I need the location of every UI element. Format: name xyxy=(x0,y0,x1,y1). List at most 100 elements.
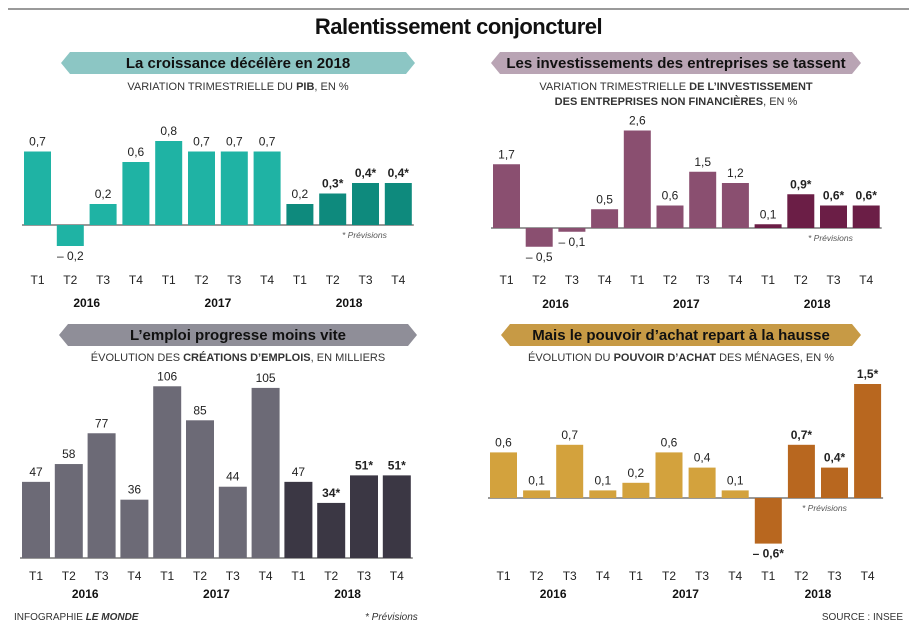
tick-label: T4 xyxy=(859,273,873,287)
data-label: – 0,6* xyxy=(753,547,785,561)
chart-panel-3: L’emploi progresse moins vite ÉVOLUTION D… xyxy=(20,324,417,601)
bar xyxy=(820,205,847,228)
year-label: 2017 xyxy=(205,296,232,310)
bar xyxy=(284,481,313,558)
bar xyxy=(87,433,116,558)
data-label: 0,6 xyxy=(661,435,678,449)
tick-label: T1 xyxy=(291,569,305,583)
data-label: 0,7 xyxy=(226,135,243,149)
subtitle-part: VARIATION TRIMESTRIELLE DU xyxy=(127,81,296,93)
bar xyxy=(54,464,83,558)
tick-label: T4 xyxy=(861,569,875,583)
data-label: 0,5 xyxy=(596,192,613,206)
chart-panel-4: Mais le pouvoir d’achat repart à la haus… xyxy=(488,324,884,601)
tick-label: T1 xyxy=(499,273,513,287)
tick-label: T1 xyxy=(160,569,174,583)
tick-label: T1 xyxy=(30,273,44,287)
bar xyxy=(220,151,248,225)
bar xyxy=(24,151,51,225)
tick-label: T1 xyxy=(761,569,775,583)
tick-label: T1 xyxy=(761,273,775,287)
data-label: 34* xyxy=(322,486,340,500)
data-label: 106 xyxy=(157,369,177,383)
bar xyxy=(523,490,551,498)
forecast-note: * Prévisions xyxy=(802,503,848,513)
tick-label: T4 xyxy=(390,569,404,583)
bar xyxy=(186,420,214,558)
page-title: Ralentissement conjoncturel xyxy=(314,14,603,39)
bar xyxy=(787,194,815,228)
data-label: – 0,2 xyxy=(57,249,84,263)
year-label: 2016 xyxy=(540,587,567,601)
data-label: 0,9* xyxy=(790,177,812,191)
top-rule xyxy=(8,8,909,10)
data-label: 0,3* xyxy=(322,177,344,191)
tick-label: T2 xyxy=(530,569,544,583)
bar xyxy=(656,205,684,228)
bar xyxy=(286,204,314,225)
bar xyxy=(253,151,281,225)
bar xyxy=(852,205,880,228)
tick-label: T1 xyxy=(29,569,43,583)
bar xyxy=(350,475,378,558)
subtitle-part: DE L’INVESTISSEMENT xyxy=(689,81,813,93)
tick-label: T3 xyxy=(96,273,110,287)
year-label: 2018 xyxy=(336,296,363,310)
tick-label: T2 xyxy=(324,569,338,583)
data-label: 36 xyxy=(128,483,142,497)
tick-label: T3 xyxy=(358,273,372,287)
data-label: 0,2 xyxy=(628,466,645,480)
bar xyxy=(493,164,520,228)
tick-label: T3 xyxy=(226,569,240,583)
subtitle-part: DES ENTREPRISES NON FINANCIÈRES xyxy=(555,95,763,108)
data-label: 0,7* xyxy=(791,428,813,442)
bar xyxy=(155,141,183,225)
bar xyxy=(352,183,379,225)
data-label: 0,6* xyxy=(823,189,845,203)
tick-label: T4 xyxy=(728,569,742,583)
bar xyxy=(56,225,84,246)
tick-label: T2 xyxy=(194,273,208,287)
subtitle-part: , EN MILLIERS xyxy=(311,352,386,364)
bar xyxy=(251,387,280,558)
data-label: 51* xyxy=(388,458,406,472)
tick-label: T1 xyxy=(496,569,510,583)
bar xyxy=(89,204,117,225)
tick-label: T2 xyxy=(794,569,808,583)
chart-title: L’emploi progresse moins vite xyxy=(130,327,346,344)
data-label: 0,1 xyxy=(760,207,777,221)
chart-title: Les investissements des entreprises se t… xyxy=(506,55,845,72)
bar xyxy=(721,183,749,228)
subtitle-part: PIB xyxy=(296,81,314,93)
bar xyxy=(591,209,619,228)
bar xyxy=(622,482,650,498)
bar xyxy=(188,151,215,225)
data-label: 0,7 xyxy=(29,135,46,149)
data-label: 85 xyxy=(193,403,207,417)
data-label: 47 xyxy=(29,465,43,479)
data-label: 77 xyxy=(95,416,109,430)
chart-subtitle: VARIATION TRIMESTRIELLE DU PIB, EN % xyxy=(127,81,348,93)
tick-label: T4 xyxy=(260,273,274,287)
subtitle-part: DES MÉNAGES, EN % xyxy=(716,351,834,364)
chart-subtitle: ÉVOLUTION DU POUVOIR D’ACHAT DES MÉNAGES… xyxy=(528,351,834,364)
data-label: 0,6 xyxy=(128,145,145,159)
tick-label: T4 xyxy=(259,569,273,583)
year-label: 2017 xyxy=(673,297,700,311)
bar xyxy=(319,193,347,225)
tick-label: T2 xyxy=(663,273,677,287)
bar xyxy=(153,386,182,558)
data-label: 58 xyxy=(62,447,76,461)
chart-title: La croissance décélère en 2018 xyxy=(126,55,350,72)
data-label: 0,4 xyxy=(694,451,711,465)
year-label: 2016 xyxy=(542,297,569,311)
title-banner xyxy=(61,52,415,74)
tick-label: T3 xyxy=(827,569,841,583)
tick-label: T4 xyxy=(598,273,612,287)
credit-prefix: INFOGRAPHIE xyxy=(14,612,83,623)
tick-label: T4 xyxy=(129,273,143,287)
tick-label: T4 xyxy=(728,273,742,287)
bar xyxy=(382,475,411,558)
